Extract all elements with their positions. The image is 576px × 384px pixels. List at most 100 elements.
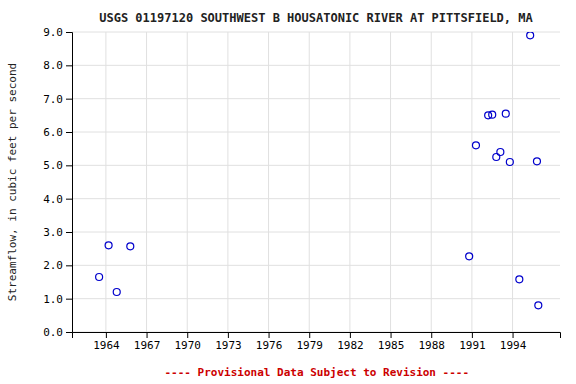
x-tick-label: 1982 xyxy=(337,339,364,352)
x-tick-label: 1976 xyxy=(256,339,282,352)
y-tick: 2.0 xyxy=(43,259,72,272)
x-tick-label: 1979 xyxy=(296,339,323,352)
x-axis-line xyxy=(73,333,561,339)
y-tick-label: 9.0 xyxy=(43,26,63,39)
x-tick-mark xyxy=(472,332,473,338)
x-tick-label: 1964 xyxy=(93,339,120,352)
grid-line-x xyxy=(309,32,310,332)
x-tick-mark xyxy=(269,332,270,338)
y-tick-mark xyxy=(66,132,72,133)
x-tick-label: 1994 xyxy=(500,339,527,352)
point xyxy=(105,242,112,249)
y-axis-line xyxy=(66,33,73,333)
y-tick-mark xyxy=(66,265,72,266)
y-axis: 0.0 1.0 2.0 3.0 4.0 5.0 6.0 7.0 8.0 9.0 xyxy=(43,26,72,339)
grid-line-x xyxy=(146,32,147,332)
points xyxy=(96,32,542,309)
x-tick-label: 1985 xyxy=(378,339,405,352)
x-tick-mark xyxy=(391,332,392,338)
point xyxy=(497,149,504,156)
grid-line-x xyxy=(187,32,188,332)
grid-line-y xyxy=(72,98,560,99)
y-tick: 3.0 xyxy=(43,226,72,239)
x-tick-mark xyxy=(513,332,514,338)
x-tick-mark xyxy=(228,332,229,338)
point xyxy=(527,32,534,39)
y-tick-label: 2.0 xyxy=(43,259,63,272)
x-tick-mark xyxy=(350,332,351,338)
x-tick-label: 1973 xyxy=(215,339,242,352)
y-tick-label: 1.0 xyxy=(43,293,63,306)
x-tick-mark xyxy=(147,332,148,338)
title: USGS 01197120 SOUTHWEST B HOUSATONIC RIV… xyxy=(99,11,533,25)
point xyxy=(506,159,513,166)
x-tick-mark xyxy=(431,332,432,338)
x-tick: 1973 xyxy=(215,332,242,352)
x-tick: 1976 xyxy=(256,332,282,352)
y-tick-mark xyxy=(66,65,72,66)
grid-line-x xyxy=(349,32,350,332)
plot-area: 1964 1967 1970 1973 1976 1979 1982 1985 1988 1991… xyxy=(43,26,560,352)
point xyxy=(535,302,542,309)
point xyxy=(533,158,540,165)
point xyxy=(113,289,120,296)
y-tick-label: 4.0 xyxy=(43,193,63,206)
x-tick: 1967 xyxy=(134,332,161,352)
y-tick-mark xyxy=(66,32,72,33)
y-axis-label: Streamflow, in cubic feet per second xyxy=(6,63,19,301)
grid-line-x xyxy=(471,32,472,332)
x-tick-mark xyxy=(106,332,107,338)
y-tick-mark xyxy=(66,332,72,333)
x-tick: 1979 xyxy=(296,332,323,352)
x-tick-label: 1967 xyxy=(134,339,161,352)
y-tick: 8.0 xyxy=(43,59,72,72)
y-tick-label: 0.0 xyxy=(43,326,63,339)
point xyxy=(502,110,509,117)
grid-line-y xyxy=(72,165,560,166)
x-tick: 1970 xyxy=(174,332,201,352)
x-tick: 1964 xyxy=(93,332,120,352)
x-tick-label: 1988 xyxy=(418,339,445,352)
y-tick: 9.0 xyxy=(43,26,72,39)
y-tick: 7.0 xyxy=(43,93,72,106)
chart: 1964 1967 1970 1973 1976 1979 1982 1985 1988 1991… xyxy=(0,0,576,384)
y-tick-mark xyxy=(66,165,72,166)
grid-line-y xyxy=(72,32,560,33)
x-tick-label: 1991 xyxy=(459,339,486,352)
x-tick-mark xyxy=(187,332,188,338)
y-tick-mark xyxy=(66,299,72,300)
point xyxy=(96,274,103,281)
grid-line-y xyxy=(72,298,560,299)
grid-line-x xyxy=(431,32,432,332)
y-tick-label: 6.0 xyxy=(43,126,63,139)
point xyxy=(516,276,523,283)
y-tick: 4.0 xyxy=(43,193,72,206)
y-tick-mark xyxy=(66,199,72,200)
point xyxy=(127,243,134,250)
grid-line-x xyxy=(105,32,106,332)
y-tick-label: 5.0 xyxy=(43,159,63,172)
point xyxy=(466,253,473,260)
x-tick: 1991 xyxy=(459,332,486,352)
x-tick: 1985 xyxy=(378,332,405,352)
x-tick: 1988 xyxy=(418,332,445,352)
y-tick: 6.0 xyxy=(43,126,72,139)
grid-line-x xyxy=(390,32,391,332)
grid-line-y xyxy=(72,198,560,199)
y-tick-mark xyxy=(66,232,72,233)
grid-line-x xyxy=(512,32,513,332)
y-tick: 0.0 xyxy=(43,326,72,339)
grid-line-y xyxy=(72,265,560,266)
y-tick-label: 7.0 xyxy=(43,93,63,106)
grid-line-y xyxy=(72,65,560,66)
x-tick: 1982 xyxy=(337,332,364,352)
point xyxy=(472,142,479,149)
x-tick-mark xyxy=(309,332,310,338)
grid-line-y xyxy=(72,132,560,133)
y-tick: 1.0 xyxy=(43,293,72,306)
grid-line-x xyxy=(227,32,228,332)
annotation: ---- Provisional Data Subject to Revisio… xyxy=(164,366,469,379)
y-tick-label: 3.0 xyxy=(43,226,63,239)
point xyxy=(489,111,496,118)
x-tick: 1994 xyxy=(500,332,527,352)
